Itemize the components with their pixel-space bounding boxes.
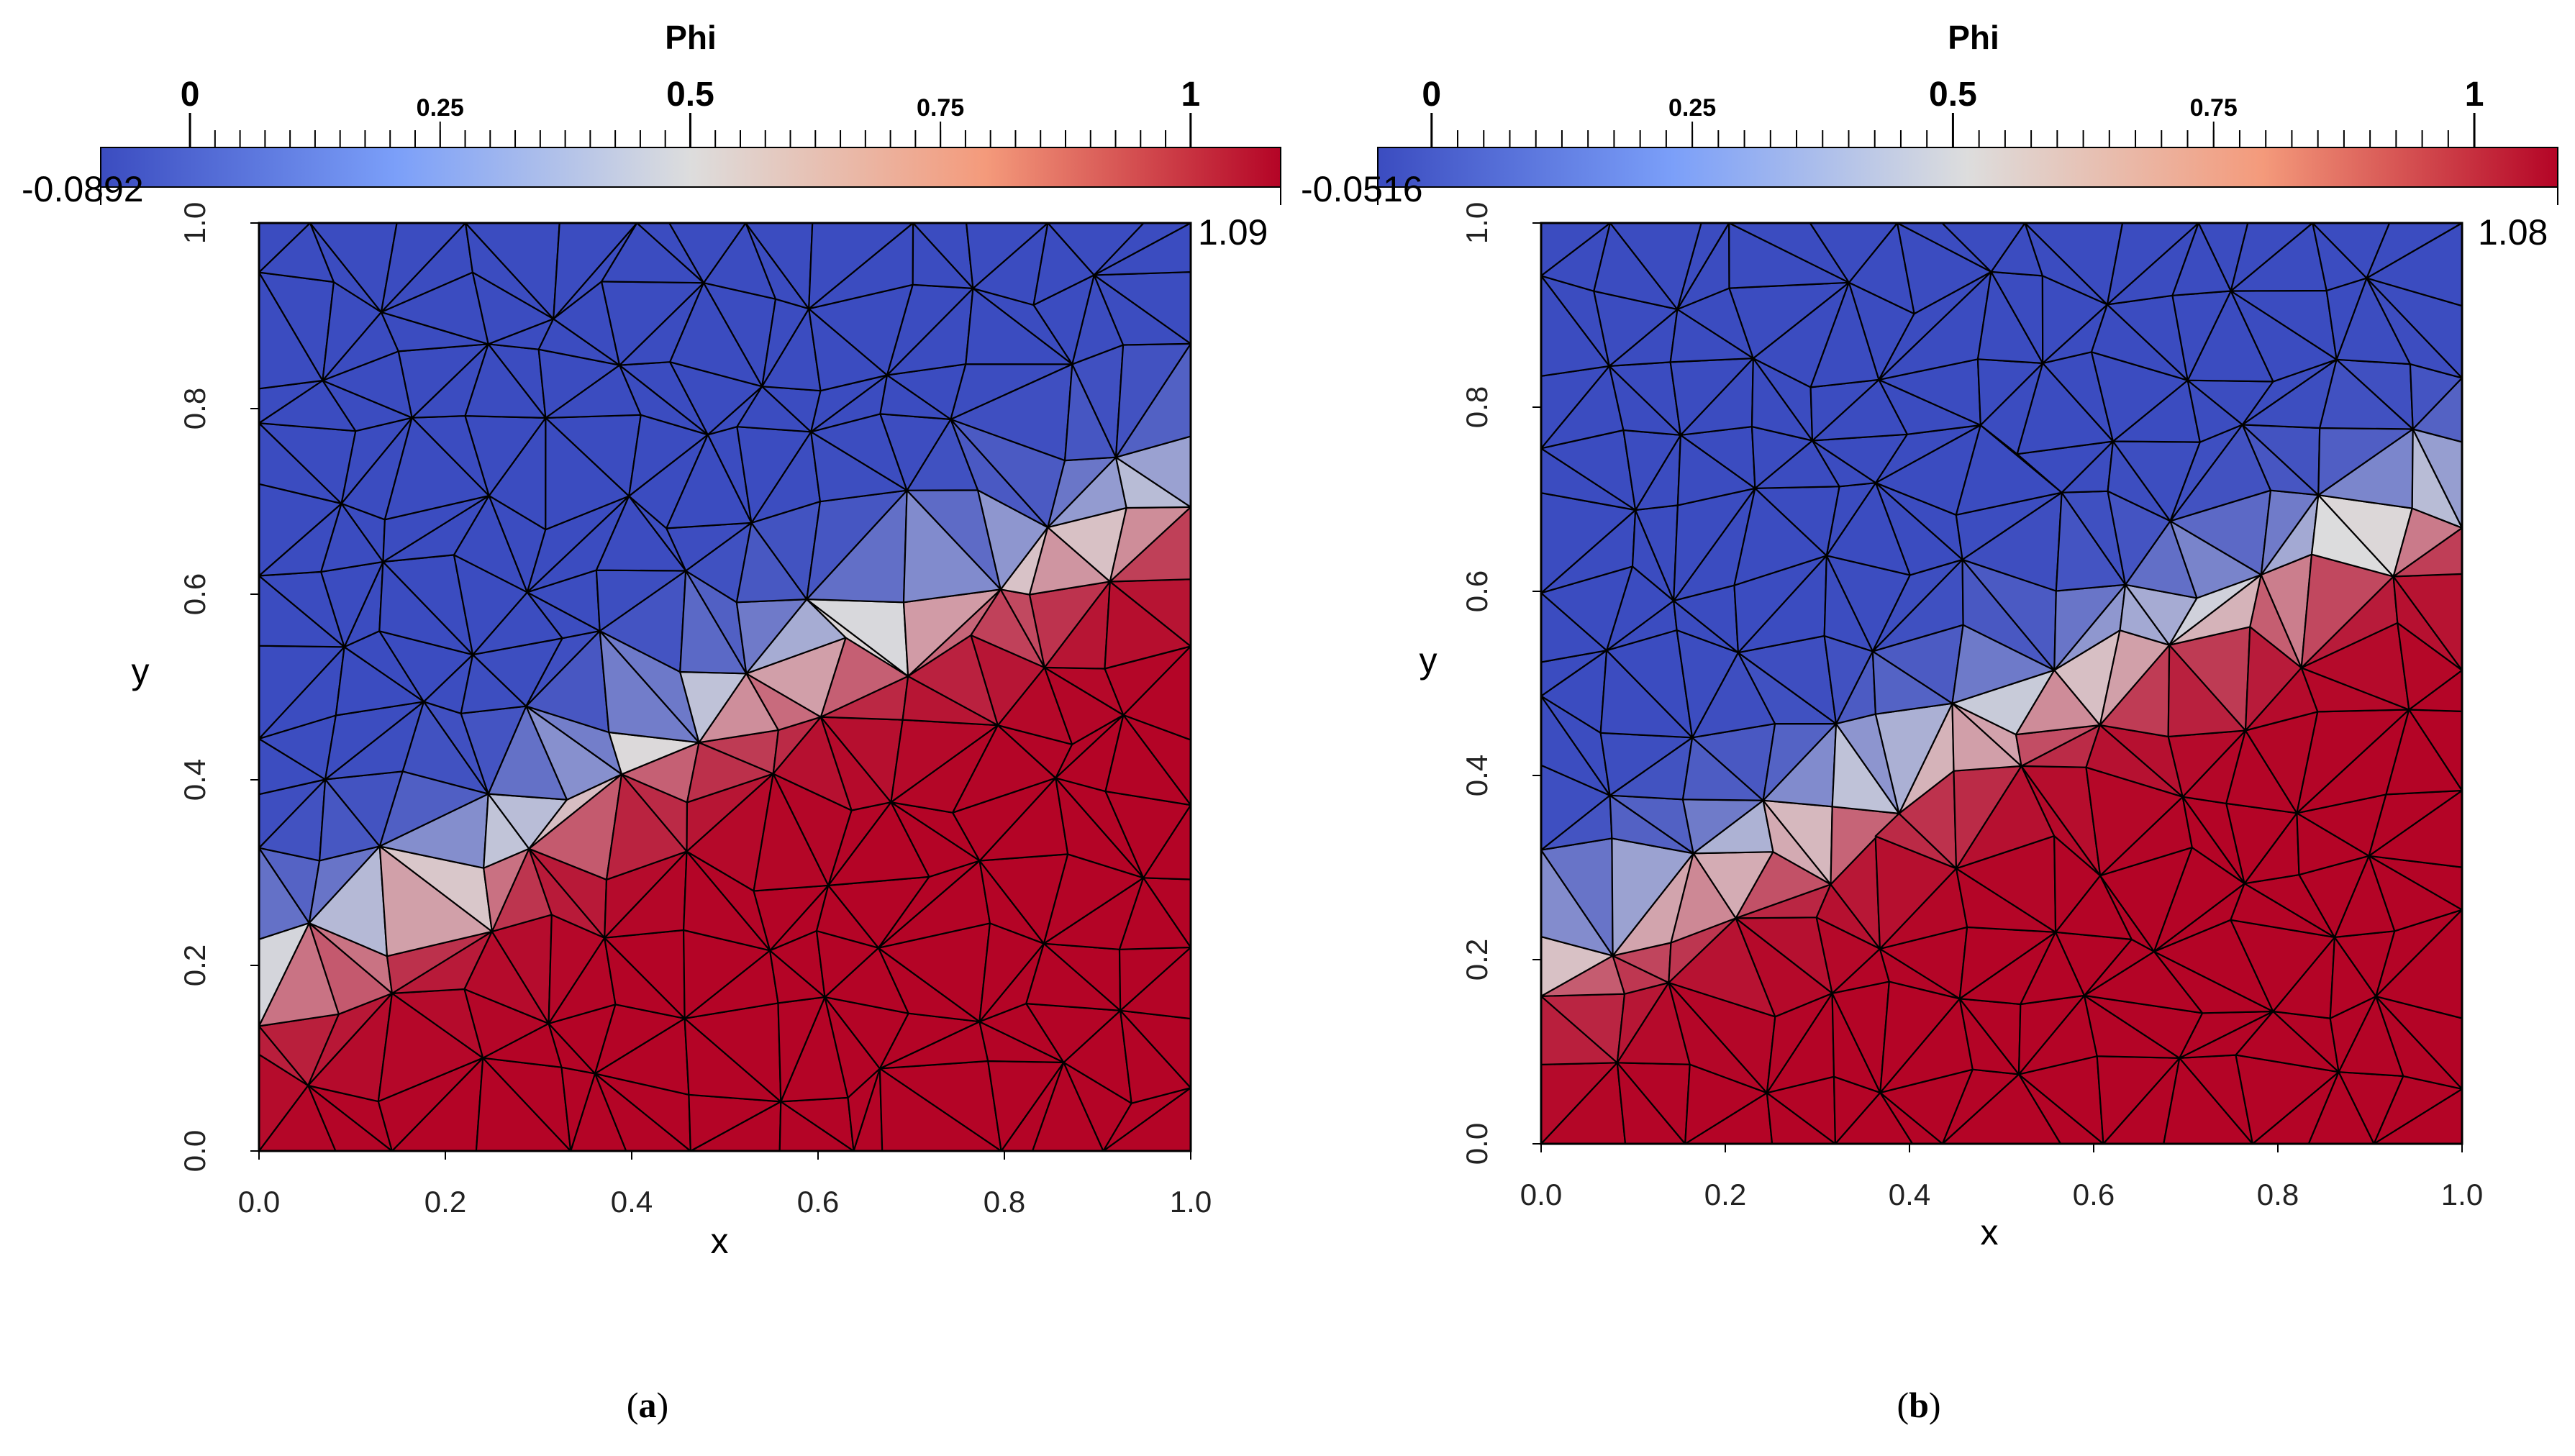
colorbar-max-label: 1.08 bbox=[2478, 212, 2548, 252]
y-tick-label: 0.0 bbox=[178, 1130, 212, 1172]
colorbar-major-tick-label: 0.5 bbox=[1929, 76, 1977, 114]
y-axis-label: y bbox=[1420, 640, 1438, 681]
colorbar-title: Phi bbox=[1948, 19, 1999, 56]
colorbar-title: Phi bbox=[665, 19, 717, 56]
colorbar-max-label: 1.09 bbox=[1198, 212, 1268, 252]
x-tick-label: 0.0 bbox=[1520, 1178, 1562, 1211]
caption-b: (b) bbox=[1897, 1385, 1940, 1425]
y-tick-label: 0.0 bbox=[1460, 1123, 1494, 1165]
plot-frame bbox=[1540, 222, 2463, 1145]
colorbar: 0 0.5 1 0.25 0.75 bbox=[100, 76, 1281, 205]
x-tick-label: 0.8 bbox=[984, 1185, 1025, 1219]
y-axis-label: y bbox=[132, 651, 150, 691]
x-tick-label: 0.6 bbox=[797, 1185, 839, 1219]
colorbar-min-label: -0.0892 bbox=[22, 169, 144, 209]
x-tick-label: 0.4 bbox=[611, 1185, 653, 1219]
y-tick-label: 0.8 bbox=[1460, 386, 1494, 428]
colorbar-major-tick-label: 1 bbox=[2465, 76, 2484, 114]
colorbar-minor-tick-label: 0.25 bbox=[1668, 94, 1716, 122]
colorbar-ticks: 0 0.5 1 0.25 0.75 bbox=[100, 76, 1281, 205]
plot-frame bbox=[258, 222, 1192, 1152]
y-tick-label: 0.6 bbox=[1460, 570, 1494, 612]
mesh-plot: 0.0 0.2 0.4 0.6 0.8 1.0 0.0 0.2 0.4 0.6 0.8 1.0 bbox=[178, 202, 1212, 1219]
panel-a: Phi 0 0.5 1 0.25 0.75 -0.0892 1.09 0.0 0.2 0.4… bbox=[22, 19, 1281, 1425]
y-tick-label: 0.2 bbox=[1460, 939, 1494, 980]
y-tick-label: 0.2 bbox=[178, 945, 212, 986]
colorbar-minor-tick-label: 0.25 bbox=[417, 94, 464, 122]
y-tick-label: 0.4 bbox=[1460, 755, 1494, 796]
colorbar-major-tick-label: 0 bbox=[1422, 76, 1441, 114]
x-tick-label: 0.4 bbox=[1889, 1178, 1930, 1211]
x-tick-label: 0.2 bbox=[1704, 1178, 1746, 1211]
colorbar-minor-tick-label: 0.75 bbox=[917, 94, 964, 122]
y-tick-label: 0.6 bbox=[178, 573, 212, 615]
colorbar-major-tick-label: 0 bbox=[181, 76, 200, 114]
colorbar-gradient bbox=[100, 147, 1281, 188]
colorbar-gradient bbox=[1377, 147, 2558, 188]
panel-b: Phi 0 0.5 1 0.25 0.75 -0.0516 1.08 0.0 0.2 0.4… bbox=[1301, 19, 2558, 1425]
colorbar-minor-tick-label: 0.75 bbox=[2190, 94, 2238, 122]
y-tick-label: 0.4 bbox=[178, 759, 212, 801]
colorbar: 0 0.5 1 0.25 0.75 bbox=[1377, 76, 2558, 205]
colorbar-major-tick-label: 0.5 bbox=[666, 76, 714, 114]
x-tick-label: 0.6 bbox=[2073, 1178, 2115, 1211]
x-tick-label: 1.0 bbox=[2441, 1178, 2483, 1211]
x-tick-label: 0.8 bbox=[2257, 1178, 2299, 1211]
mesh-plot: 0.0 0.2 0.4 0.6 0.8 1.0 0.0 0.2 0.4 0.6 0.8 1.0 bbox=[1460, 202, 2483, 1211]
x-tick-label: 1.0 bbox=[1170, 1185, 1212, 1219]
colorbar-ticks: 0 0.5 1 0.25 0.75 bbox=[1377, 76, 2558, 205]
x-tick-label: 0.0 bbox=[238, 1185, 280, 1219]
x-tick-label: 0.2 bbox=[424, 1185, 466, 1219]
y-tick-label: 1.0 bbox=[1460, 202, 1494, 244]
x-axis-label: x bbox=[711, 1221, 729, 1261]
caption-a: (a) bbox=[627, 1385, 668, 1425]
y-tick-label: 0.8 bbox=[178, 388, 212, 429]
colorbar-min-label: -0.0516 bbox=[1301, 169, 1423, 209]
y-tick-label: 1.0 bbox=[178, 202, 212, 244]
x-axis-label: x bbox=[1981, 1212, 1999, 1252]
colorbar-major-tick-label: 1 bbox=[1181, 76, 1200, 114]
